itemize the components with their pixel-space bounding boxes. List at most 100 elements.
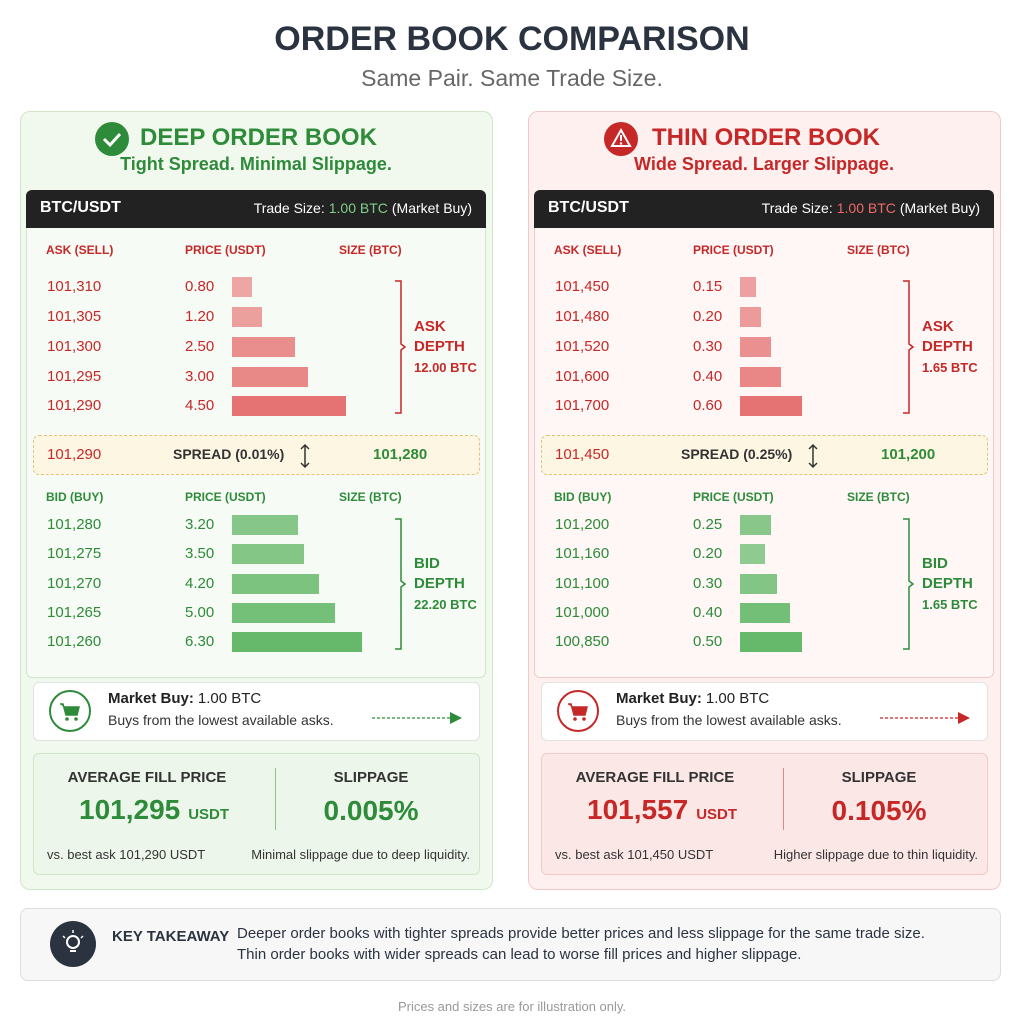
size: 3.50: [185, 545, 215, 562]
depth-value: 12.00 BTC: [414, 360, 477, 375]
avg-price: 101,295 USDT: [79, 796, 229, 824]
book-area: [26, 190, 486, 678]
size-bar: [232, 603, 336, 623]
panel-title: THIN ORDER BOOK: [652, 124, 880, 151]
size-bar: [740, 337, 771, 357]
spread-arrow: [300, 443, 310, 469]
market-card: [541, 682, 988, 741]
size-bar: [232, 367, 308, 387]
trade-size: Trade Size: 1.00 BTC (Market Buy): [254, 201, 472, 215]
depth-label: DEPTH: [922, 575, 973, 592]
slippage-value: 0.005%: [323, 795, 419, 826]
trade-size-part: Trade Size:: [761, 200, 833, 216]
spread-ask: 101,450: [555, 446, 610, 463]
price: 101,200: [555, 516, 610, 533]
header-bar: [26, 190, 486, 228]
column-header: SIZE (BTC): [339, 243, 402, 257]
size: 0.50: [693, 633, 723, 650]
column-header: BID (BUY): [554, 490, 612, 504]
slippage-label: SLIPPAGE: [841, 769, 917, 786]
spread-box: [33, 435, 480, 475]
size-bar: [740, 396, 802, 416]
spread-label: SPREAD (0.25%): [681, 446, 793, 462]
spread-arrow: [808, 443, 818, 469]
depth-label: DEPTH: [414, 575, 465, 592]
market-note: Buys from the lowest available asks.: [108, 712, 334, 728]
size: 3.20: [185, 516, 215, 533]
size-bar: [232, 544, 305, 564]
size-bar: [232, 632, 362, 652]
column-header: SIZE (BTC): [339, 490, 402, 504]
slippage-label: SLIPPAGE: [333, 769, 409, 786]
depth-label: ASK: [922, 318, 954, 335]
depth-label: ASK: [414, 318, 446, 335]
market-card: [33, 682, 480, 741]
size-bar: [740, 632, 802, 652]
avg-label: AVERAGE FILL PRICE: [67, 769, 227, 786]
header-bar: [534, 190, 994, 228]
title: ORDER BOOK COMPARISON: [274, 20, 750, 58]
column-header: PRICE (USDT): [693, 490, 774, 504]
check-icon: [95, 122, 129, 156]
size: 0.60: [693, 397, 723, 414]
cart-icon: [557, 690, 599, 732]
takeaway-box: [20, 908, 1001, 981]
bracket: [903, 518, 915, 650]
divider: [275, 768, 276, 830]
size-bar: [740, 367, 782, 387]
depth-label: BID: [414, 555, 440, 572]
avg-value: 101,295: [79, 794, 181, 825]
panel-subtitle: Tight Spread. Minimal Slippage.: [120, 154, 392, 174]
column-header: PRICE (USDT): [185, 490, 266, 504]
avg-value: 101,557: [587, 794, 689, 825]
avg-note: vs. best ask 101,450 USDT: [555, 847, 714, 862]
avg-label: AVERAGE FILL PRICE: [575, 769, 735, 786]
size: 6.30: [185, 633, 215, 650]
slippage-note: Minimal slippage due to deep liquidity.: [251, 847, 470, 862]
price: 101,450: [555, 278, 610, 295]
spread-label: SPREAD (0.01%): [173, 446, 285, 462]
size-bar: [232, 337, 296, 357]
size-bar: [232, 515, 299, 535]
slippage-value: 0.105%: [831, 795, 927, 826]
depth-label: DEPTH: [414, 338, 465, 355]
price: 101,290: [47, 397, 102, 414]
price: 101,305: [47, 308, 102, 325]
slippage-note: Higher slippage due to thin liquidity.: [773, 847, 978, 862]
market-buy: Market Buy: 1.00 BTC: [616, 691, 769, 706]
price: 101,600: [555, 368, 610, 385]
size-bar: [232, 396, 346, 416]
price: 101,700: [555, 397, 610, 414]
size-bar: [740, 515, 771, 535]
size-bar: [232, 277, 253, 297]
trade-size-part: (Market Buy): [391, 200, 472, 216]
size: 0.20: [693, 545, 723, 562]
spread-box: [541, 435, 988, 475]
size-bar: [740, 544, 765, 564]
size: 0.25: [693, 516, 723, 533]
size-bar: [232, 307, 263, 327]
column-header: SIZE (BTC): [847, 243, 910, 257]
column-header: ASK (SELL): [554, 243, 622, 257]
bracket: [903, 280, 915, 414]
trade-size-part: (Market Buy): [899, 200, 980, 216]
trade-size-part: 1.00 BTC: [328, 200, 388, 216]
subtitle: Same Pair. Same Trade Size.: [361, 65, 663, 91]
size: 5.00: [185, 604, 215, 621]
market-note: Buys from the lowest available asks.: [616, 712, 842, 728]
spread-bid: 101,200: [881, 446, 936, 463]
size-bar: [740, 277, 756, 297]
depth-label: BID: [922, 555, 948, 572]
price: 101,480: [555, 308, 610, 325]
price: 101,295: [47, 368, 102, 385]
price: 101,520: [555, 338, 610, 355]
size-bar: [740, 574, 778, 594]
size: 0.80: [185, 278, 215, 295]
book-area: [534, 190, 994, 678]
takeaway-line: Thin order books with wider spreads can …: [237, 946, 802, 963]
avg-note: vs. best ask 101,290 USDT: [47, 847, 206, 862]
bracket: [395, 518, 407, 650]
panel-subtitle: Wide Spread. Larger Slippage.: [634, 154, 894, 174]
bulb-icon: [50, 921, 96, 967]
